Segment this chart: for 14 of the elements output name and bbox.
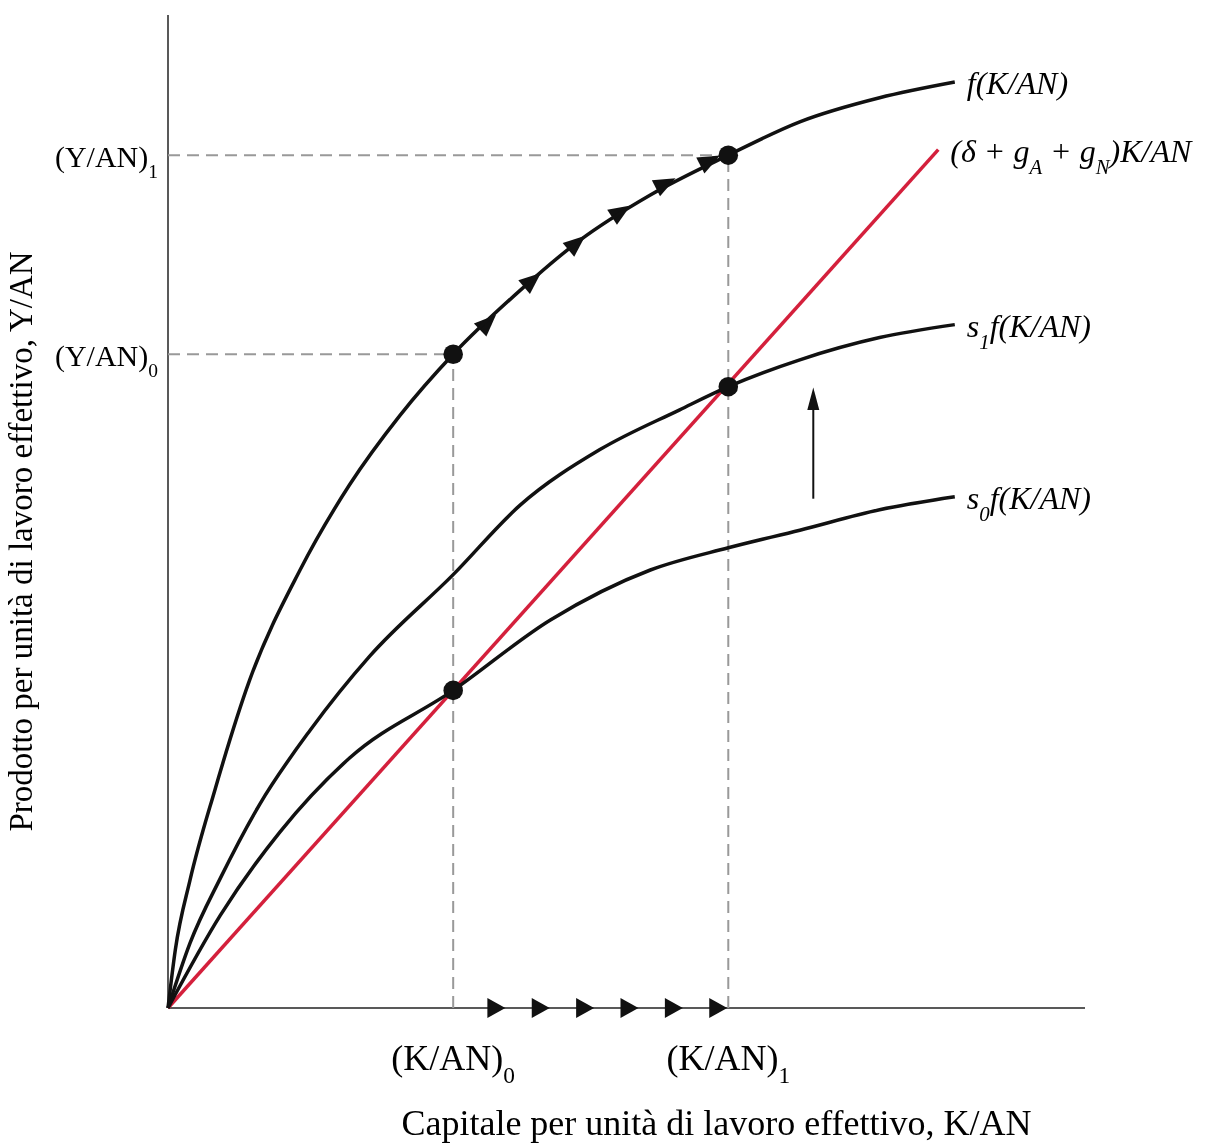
series-label: s$_{1}$f(K/AN) — [966, 307, 1091, 353]
x-tick-label: (K/AN)$_{1}$ — [666, 1038, 791, 1088]
series-label: f(K/AN) — [966, 65, 1069, 101]
series-label: (δ + g$_{A}$ + g$_{N}$)K/AN — [950, 132, 1194, 178]
ref-line-label: (Y/AN)$_{0}$ — [54, 339, 158, 381]
ref-line-label: (Y/AN)$_{1}$ — [54, 140, 158, 182]
point — [443, 344, 463, 364]
point — [718, 145, 739, 165]
point — [443, 680, 463, 701]
point — [718, 376, 739, 397]
x-axis-title: Capitale per unità di lavoro effettivo, K/AN — [401, 1103, 1032, 1143]
series-label: s$_{0}$f(K/AN) — [966, 479, 1091, 525]
x-tick-label: (K/AN)$_{0}$ — [391, 1038, 516, 1088]
y-axis-title: Prodotto per unità di lavoro effettivo, Y/AN — [3, 251, 39, 832]
